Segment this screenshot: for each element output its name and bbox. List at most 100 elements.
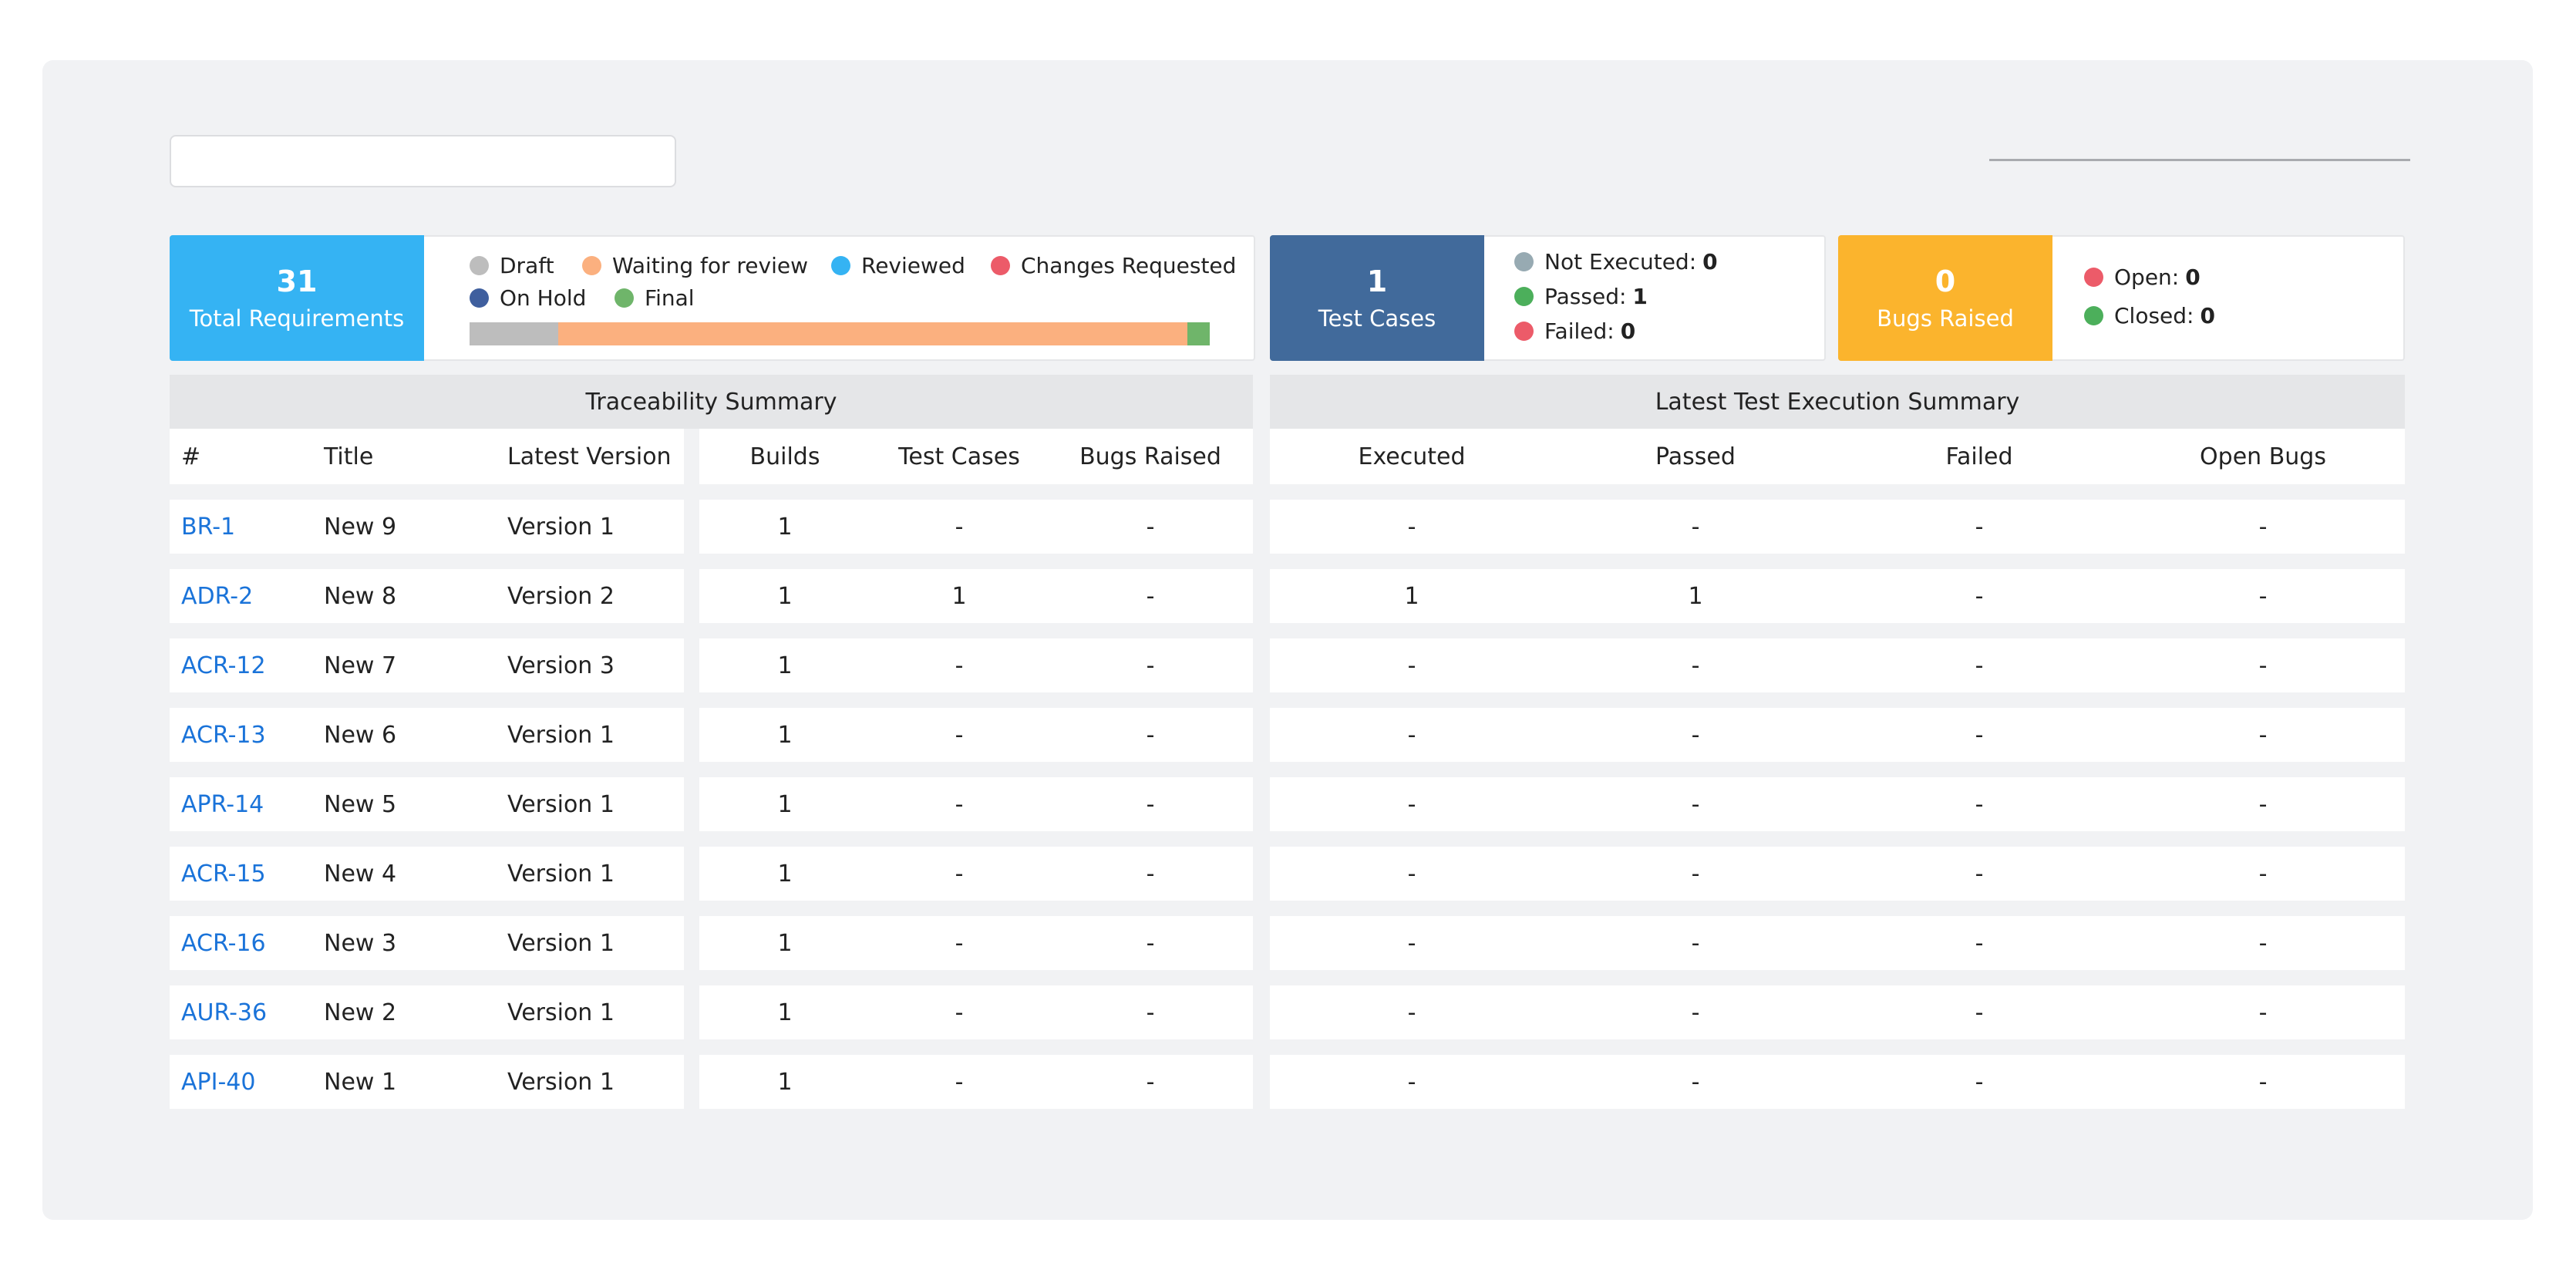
test-cases-label: Test Cases — [1318, 305, 1436, 332]
table-row — [699, 916, 1253, 970]
waiting-dot-icon — [582, 256, 601, 275]
requirement-id-link[interactable]: ACR-15 — [181, 860, 266, 888]
table-row — [699, 500, 1253, 554]
legend-failed: Failed: 0 — [1514, 318, 1635, 344]
requirement-id-link[interactable]: API-40 — [181, 1068, 256, 1096]
status-bar-segment — [470, 322, 559, 345]
requirements-count: 31 — [276, 264, 318, 298]
test-cases-badge: 1 Test Cases — [1270, 235, 1484, 361]
col-test-cases-header[interactable]: Test Cases — [898, 443, 1020, 470]
col-open-bugs-cell: - — [2258, 999, 2268, 1026]
col-passed-header[interactable]: Passed — [1655, 443, 1736, 470]
test-cases-count: 1 — [1366, 264, 1388, 298]
col-executed-cell: 1 — [1404, 582, 1419, 610]
column-header-group — [170, 429, 684, 484]
table-row — [170, 1055, 684, 1109]
col-latest-version-cell: Version 1 — [507, 860, 615, 888]
col-test-cases-cell: - — [955, 652, 964, 679]
col-title-header[interactable]: Title — [324, 443, 374, 470]
col-title-cell: New 2 — [324, 999, 397, 1026]
col-builds-cell: 1 — [777, 652, 793, 679]
table-row — [170, 777, 684, 831]
execution-summary-header: Latest Test Execution Summary — [1270, 375, 2405, 429]
on-hold-dot-icon — [470, 288, 489, 308]
requirement-id-link[interactable]: AUR-36 — [181, 999, 268, 1026]
col-latest-version-header[interactable]: Latest Version — [507, 443, 672, 470]
col-failed-header[interactable]: Failed — [1945, 443, 2013, 470]
table-row — [1270, 985, 2405, 1039]
legend-changes-requested: Changes Requested — [991, 253, 1236, 278]
col-title-cell: New 5 — [324, 790, 397, 818]
col-latest-version-cell: Version 1 — [507, 721, 615, 749]
status-bar-segment — [558, 322, 1188, 345]
draft-dot-icon — [470, 256, 489, 275]
col-passed-cell: 1 — [1688, 582, 1703, 610]
requirement-id-link[interactable]: ACR-16 — [181, 929, 266, 957]
col-open-bugs-header[interactable]: Open Bugs — [2200, 443, 2326, 470]
requirement-id-link[interactable]: ADR-2 — [181, 582, 254, 610]
col-passed-cell: - — [1691, 790, 1700, 818]
table-row — [699, 569, 1253, 623]
col-bugs-raised-cell: - — [1146, 929, 1155, 957]
col-title-cell: New 8 — [324, 582, 397, 610]
col-test-cases-cell: - — [955, 721, 964, 749]
col-passed-cell: - — [1691, 860, 1700, 888]
search-input[interactable] — [170, 135, 676, 187]
table-row — [699, 708, 1253, 762]
table-row — [170, 916, 684, 970]
col-builds-cell: 1 — [777, 721, 793, 749]
col-executed-cell: - — [1407, 652, 1416, 679]
col-title-cell: New 4 — [324, 860, 397, 888]
col-builds-header[interactable]: Builds — [749, 443, 820, 470]
col-bugs-raised-header[interactable]: Bugs Raised — [1079, 443, 1221, 470]
col-latest-version-cell: Version 3 — [507, 652, 615, 679]
col-bugs-raised-cell: - — [1146, 1068, 1155, 1096]
not-executed-dot-icon — [1514, 252, 1534, 271]
requirement-id-link[interactable]: ACR-12 — [181, 652, 266, 679]
col-bugs-raised-cell: - — [1146, 999, 1155, 1026]
legend-label: Final — [645, 285, 695, 311]
column-header-group — [699, 429, 1253, 484]
col-open-bugs-cell: - — [2258, 1068, 2268, 1096]
col-passed-cell: - — [1691, 721, 1700, 749]
closed-dot-icon — [2084, 306, 2103, 325]
table-row — [1270, 500, 2405, 554]
col-test-cases-cell: - — [955, 1068, 964, 1096]
requirement-id-link[interactable]: BR-1 — [181, 513, 236, 541]
failed-dot-icon — [1514, 322, 1534, 341]
requirement-id-link[interactable]: ACR-13 — [181, 721, 266, 749]
col-executed-cell: - — [1407, 790, 1416, 818]
table-row — [1270, 569, 2405, 623]
col-id-header[interactable]: # — [181, 443, 201, 470]
table-row — [1270, 1055, 2405, 1109]
table-row — [170, 569, 684, 623]
requirement-id-link[interactable]: APR-14 — [181, 790, 264, 818]
table-row — [699, 638, 1253, 692]
col-builds-cell: 1 — [777, 513, 793, 541]
col-test-cases-cell: - — [955, 790, 964, 818]
col-bugs-raised-cell: - — [1146, 790, 1155, 818]
col-failed-cell: - — [1975, 999, 1984, 1026]
col-latest-version-cell: Version 1 — [507, 929, 615, 957]
col-test-cases-cell: - — [955, 513, 964, 541]
col-latest-version-cell: Version 1 — [507, 790, 615, 818]
legend-open: Open: 0 — [2084, 264, 2201, 290]
legend-label: Changes Requested — [1021, 253, 1237, 278]
bugs-badge: 0 Bugs Raised — [1838, 235, 2052, 361]
col-title-cell: New 3 — [324, 929, 397, 957]
col-executed-header[interactable]: Executed — [1358, 443, 1466, 470]
col-test-cases-cell: 1 — [951, 582, 967, 610]
col-open-bugs-cell: - — [2258, 582, 2268, 610]
legend-final: Final — [615, 285, 695, 311]
col-passed-cell: - — [1691, 513, 1700, 541]
col-passed-cell: - — [1691, 999, 1700, 1026]
table-row — [170, 985, 684, 1039]
table-row — [699, 985, 1253, 1039]
table-row — [699, 847, 1253, 901]
table-row — [1270, 916, 2405, 970]
status-bar-segment — [1187, 322, 1210, 345]
col-title-cell: New 1 — [324, 1068, 397, 1096]
col-failed-cell: - — [1975, 721, 1984, 749]
legend-label: Not Executed: — [1544, 249, 1697, 275]
changes-requested-dot-icon — [991, 256, 1010, 275]
